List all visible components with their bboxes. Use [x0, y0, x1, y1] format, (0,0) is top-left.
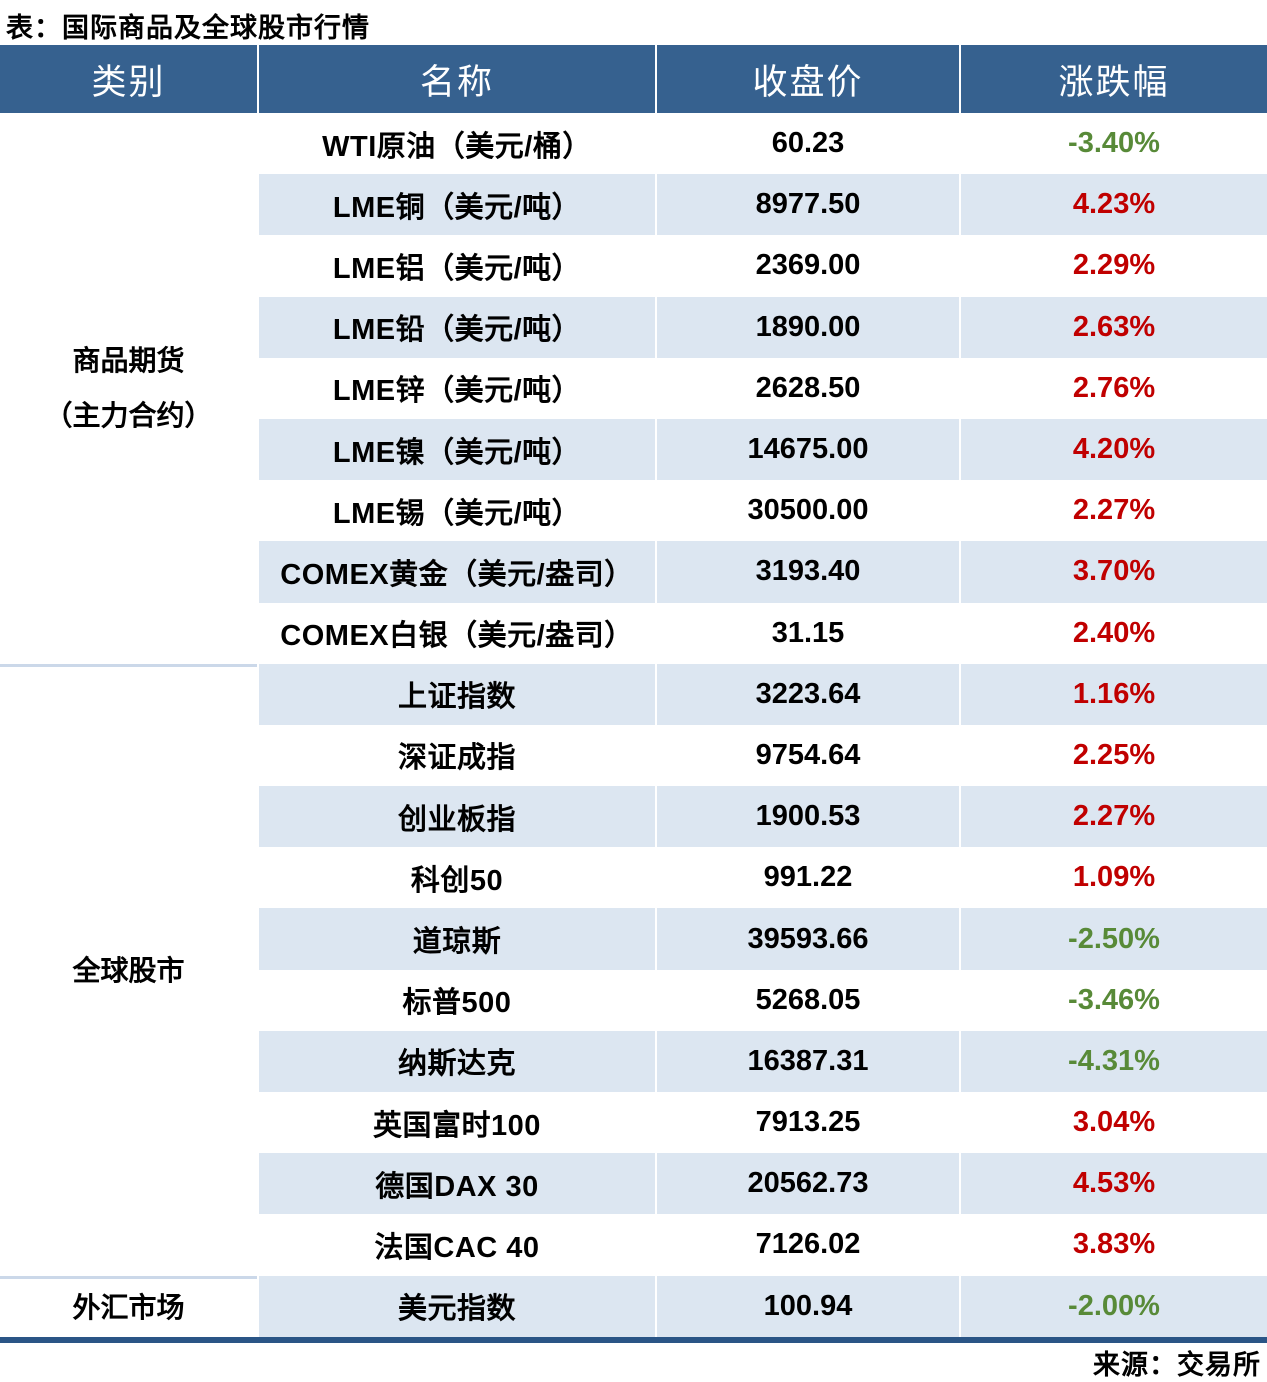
change-percent: 2.27%	[959, 480, 1267, 542]
table-row: LME镍（美元/吨） 14675.00 4.20%	[257, 418, 1267, 481]
change-percent: -3.46%	[959, 969, 1267, 1031]
instrument-name: 法国CAC 40	[257, 1214, 655, 1276]
table-row: 美元指数 100.94 -2.00%	[257, 1275, 1267, 1337]
change-percent: -3.40%	[959, 113, 1267, 175]
category-label-line1: 全球股市	[72, 955, 185, 987]
instrument-name: LME镍（美元/吨）	[257, 418, 655, 481]
close-price: 14675.00	[655, 418, 959, 481]
close-price: 3193.40	[655, 541, 959, 603]
table-bottom-border	[0, 1337, 1267, 1343]
table-row: 标普500 5268.05 -3.46%	[257, 969, 1267, 1031]
close-price: 39593.66	[655, 908, 959, 970]
table-row: 英国富时100 7913.25 3.04%	[257, 1092, 1267, 1154]
table-row: WTI原油（美元/桶） 60.23 -3.40%	[257, 113, 1267, 175]
close-price: 9754.64	[655, 724, 959, 787]
instrument-name: 英国富时100	[257, 1092, 655, 1154]
instrument-name: 美元指数	[257, 1275, 655, 1337]
category-label-line1: 商品期货	[72, 344, 185, 376]
close-price: 16387.31	[655, 1030, 959, 1092]
table-header-row: 类别 名称 收盘价 涨跌幅	[0, 45, 1267, 113]
close-price: 8977.50	[655, 174, 959, 236]
page-title: 表：国际商品及全球股市行情	[6, 13, 370, 43]
close-price: 60.23	[655, 113, 959, 175]
close-price: 31.15	[655, 602, 959, 664]
close-price: 2628.50	[655, 357, 959, 419]
close-price: 1900.53	[655, 786, 959, 848]
col-header-change: 涨跌幅	[959, 45, 1267, 113]
change-percent: 4.23%	[959, 174, 1267, 236]
change-percent: 2.76%	[959, 357, 1267, 419]
table-row: LME铜（美元/吨） 8977.50 4.23%	[257, 174, 1267, 236]
change-percent: -2.50%	[959, 908, 1267, 970]
col-header-category: 类别	[91, 62, 166, 102]
close-price: 20562.73	[655, 1153, 959, 1215]
category-forex-market: 外汇市场	[0, 1276, 257, 1337]
table-row: 纳斯达克 16387.31 -4.31%	[257, 1030, 1267, 1092]
table-row: COMEX白银（美元/盎司） 31.15 2.40%	[257, 602, 1267, 664]
instrument-name: COMEX白银（美元/盎司）	[257, 602, 655, 664]
table-row: 道琼斯 39593.66 -2.50%	[257, 908, 1267, 970]
instrument-name: LME铝（美元/吨）	[257, 235, 655, 297]
data-rows: WTI原油（美元/桶） 60.23 -3.40% LME铜（美元/吨） 8977…	[257, 113, 1267, 1337]
table-row: LME铝（美元/吨） 2369.00 2.29%	[257, 235, 1267, 297]
close-price: 2369.00	[655, 235, 959, 297]
col-header-name: 名称	[257, 45, 655, 113]
change-percent: 4.53%	[959, 1153, 1267, 1215]
change-percent: 2.63%	[959, 296, 1267, 358]
instrument-name: 上证指数	[257, 663, 655, 725]
close-price: 5268.05	[655, 969, 959, 1031]
close-price: 30500.00	[655, 480, 959, 542]
change-percent: 2.25%	[959, 724, 1267, 787]
col-header-close: 收盘价	[655, 45, 959, 113]
instrument-name: 道琼斯	[257, 908, 655, 970]
instrument-name: WTI原油（美元/桶）	[257, 113, 655, 175]
table-row: COMEX黄金（美元/盎司） 3193.40 3.70%	[257, 541, 1267, 603]
table-row: 深证成指 9754.64 2.25%	[257, 724, 1267, 787]
category-column: 商品期货 （主力合约） 全球股市 外汇市场	[0, 113, 257, 1337]
instrument-name: 德国DAX 30	[257, 1153, 655, 1215]
instrument-name: 标普500	[257, 969, 655, 1031]
table-row: 创业板指 1900.53 2.27%	[257, 786, 1267, 848]
instrument-name: 纳斯达克	[257, 1030, 655, 1092]
close-price: 100.94	[655, 1275, 959, 1337]
change-percent: 3.04%	[959, 1092, 1267, 1154]
table-row: 上证指数 3223.64 1.16%	[257, 663, 1267, 725]
change-percent: 2.29%	[959, 235, 1267, 297]
table-row: 德国DAX 30 20562.73 4.53%	[257, 1153, 1267, 1215]
change-percent: 1.16%	[959, 663, 1267, 725]
instrument-name: 深证成指	[257, 724, 655, 787]
instrument-name: COMEX黄金（美元/盎司）	[257, 541, 655, 603]
category-label-line1: 外汇市场	[72, 1291, 185, 1323]
close-price: 3223.64	[655, 663, 959, 725]
change-percent: -2.00%	[959, 1275, 1267, 1337]
category-commodity-futures: 商品期货 （主力合约）	[0, 113, 257, 664]
instrument-name: LME铜（美元/吨）	[257, 174, 655, 236]
source-note: 来源：交易所	[1093, 1350, 1261, 1380]
category-label-line2: （主力合约）	[44, 399, 213, 431]
change-percent: -4.31%	[959, 1030, 1267, 1092]
close-price: 991.22	[655, 847, 959, 909]
change-percent: 4.20%	[959, 418, 1267, 481]
instrument-name: LME锌（美元/吨）	[257, 357, 655, 419]
close-price: 7913.25	[655, 1092, 959, 1154]
change-percent: 2.27%	[959, 786, 1267, 848]
instrument-name: 创业板指	[257, 786, 655, 848]
table-row: 法国CAC 40 7126.02 3.83%	[257, 1214, 1267, 1276]
instrument-name: LME锡（美元/吨）	[257, 480, 655, 542]
close-price: 7126.02	[655, 1214, 959, 1276]
change-percent: 2.40%	[959, 602, 1267, 664]
instrument-name: LME铅（美元/吨）	[257, 296, 655, 358]
table-row: LME锡（美元/吨） 30500.00 2.27%	[257, 480, 1267, 542]
table-row: LME铅（美元/吨） 1890.00 2.63%	[257, 296, 1267, 358]
change-percent: 3.70%	[959, 541, 1267, 603]
table-row: 科创50 991.22 1.09%	[257, 847, 1267, 909]
category-global-stocks: 全球股市	[0, 664, 257, 1276]
change-percent: 1.09%	[959, 847, 1267, 909]
instrument-name: 科创50	[257, 847, 655, 909]
table-row: LME锌（美元/吨） 2628.50 2.76%	[257, 357, 1267, 419]
close-price: 1890.00	[655, 296, 959, 358]
change-percent: 3.83%	[959, 1214, 1267, 1276]
table-body: 商品期货 （主力合约） 全球股市 外汇市场 WTI原油（美元/桶） 60.23 …	[0, 113, 1267, 1337]
